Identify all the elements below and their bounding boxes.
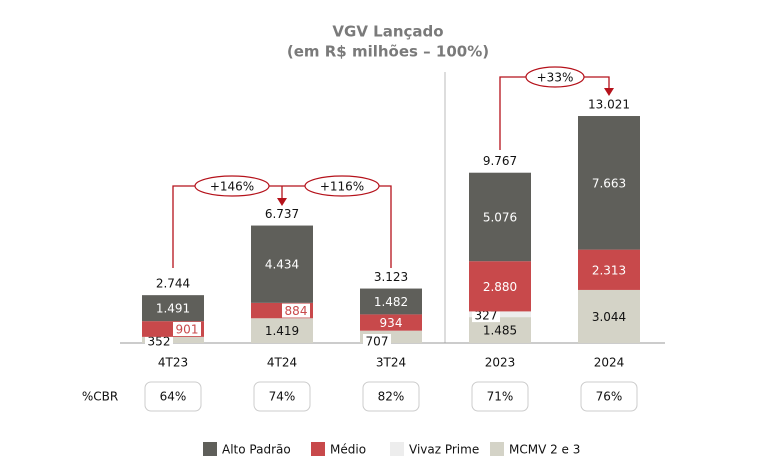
cbr-value: 76%	[596, 390, 623, 404]
value-label: 2.880	[483, 280, 517, 294]
cbr-value: 74%	[269, 390, 296, 404]
value-label: 1.482	[374, 295, 408, 309]
bar-segment	[469, 172, 531, 262]
value-label: 327	[475, 309, 498, 323]
bar-segment	[578, 289, 640, 343]
value-label: 884	[285, 304, 308, 318]
bar-segment	[251, 225, 313, 303]
value-label: 707	[366, 335, 389, 349]
legend-swatch	[311, 442, 325, 456]
value-label-bg	[363, 334, 391, 348]
value-label: 5.076	[483, 210, 517, 224]
value-label: 1.419	[265, 324, 299, 338]
total-label: 9.767	[483, 154, 517, 168]
legend-label: Médio	[330, 443, 366, 457]
value-label: 1.491	[156, 302, 190, 316]
bar-segment	[142, 295, 204, 322]
x-tick-label: 4T23	[158, 356, 188, 370]
arrows	[172, 76, 610, 268]
value-label-bg	[145, 334, 173, 348]
legend-swatch	[390, 442, 404, 456]
legend-label: Alto Padrão	[222, 443, 291, 457]
cbr-box	[471, 381, 529, 412]
annotation: +146%	[210, 180, 254, 194]
value-label: 352	[148, 335, 171, 349]
bar-segment	[360, 314, 422, 331]
total-label: 6.737	[265, 207, 299, 221]
annotation-ellipses	[194, 66, 585, 197]
chart-title: VGV Lançado	[332, 23, 443, 41]
x-tick-label: 2024	[594, 356, 625, 370]
x-tick-label: 2023	[485, 356, 516, 370]
arrow-heads	[277, 88, 614, 206]
annotation: +33%	[537, 71, 574, 85]
value-label: 4.434	[265, 258, 299, 272]
legend-swatch	[490, 442, 504, 456]
value-label: 934	[380, 316, 403, 330]
bar-segment	[578, 116, 640, 250]
value-label-bg	[173, 322, 201, 337]
value-label: 901	[176, 323, 199, 337]
value-label-bg	[472, 308, 500, 323]
legend-swatch	[203, 442, 217, 456]
cbr-box	[362, 381, 420, 412]
value-label: 1.485	[483, 324, 517, 338]
chart-subtitle: (em R$ milhões – 100%)	[287, 43, 489, 61]
cbr-value: 64%	[160, 390, 187, 404]
cbr-label: %CBR	[82, 390, 118, 404]
cbr-box	[253, 381, 311, 412]
bar-segment	[251, 318, 313, 343]
value-label-bg	[282, 303, 310, 318]
annotation: +116%	[320, 180, 364, 194]
x-tick-label: 4T24	[267, 356, 297, 370]
value-label: 3.044	[592, 310, 626, 324]
total-label: 13.021	[588, 98, 630, 112]
cbr-value: 71%	[487, 390, 514, 404]
legend-label: MCMV 2 e 3	[509, 443, 580, 457]
bar-segment	[469, 261, 531, 312]
total-label: 3.123	[374, 270, 408, 284]
legend-label: Vivaz Prime	[409, 443, 479, 457]
cbr-value: 82%	[378, 390, 405, 404]
bar-segment	[578, 249, 640, 290]
value-label: 7.663	[592, 176, 626, 190]
bar-segment	[360, 288, 422, 315]
cbr-box	[144, 381, 202, 412]
value-label: 2.313	[592, 263, 626, 277]
x-tick-label: 3T24	[376, 356, 406, 370]
total-label: 2.744	[156, 277, 190, 291]
cbr-box	[580, 381, 638, 412]
